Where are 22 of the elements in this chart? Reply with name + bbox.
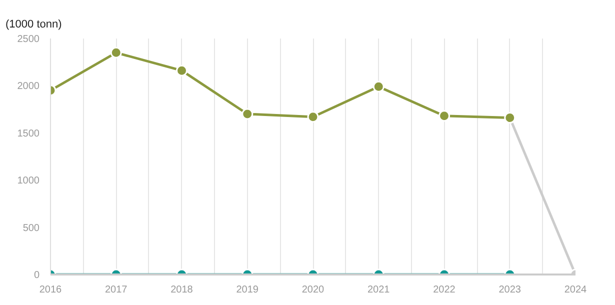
y-axis-title: (1000 tonn)	[6, 18, 62, 30]
point	[110, 46, 122, 58]
y-tick-label: 2000	[17, 81, 40, 92]
x-tick-label: 2017	[105, 284, 128, 296]
y-tick-label: 500	[22, 222, 40, 234]
x-tick-label: 2024	[564, 284, 588, 296]
x-tick-label: 2018	[170, 284, 194, 296]
point	[176, 64, 188, 76]
y-tick-label: 1500	[17, 128, 40, 140]
x-tick-label: 2016	[39, 284, 62, 296]
x-tick-label: 2022	[433, 284, 456, 296]
point	[307, 111, 319, 123]
point	[242, 108, 254, 120]
y-tick-label: 2500	[17, 34, 40, 45]
y-tick-label: 0	[34, 270, 40, 281]
point	[438, 110, 450, 122]
y-tick-label: 1000	[17, 176, 40, 187]
x-tick-label: 2023	[498, 284, 522, 296]
point	[372, 80, 384, 92]
x-tick-label: 2019	[236, 284, 259, 296]
x-tick-label: 2021	[368, 284, 390, 296]
x-tick-label: 2020	[302, 284, 325, 296]
